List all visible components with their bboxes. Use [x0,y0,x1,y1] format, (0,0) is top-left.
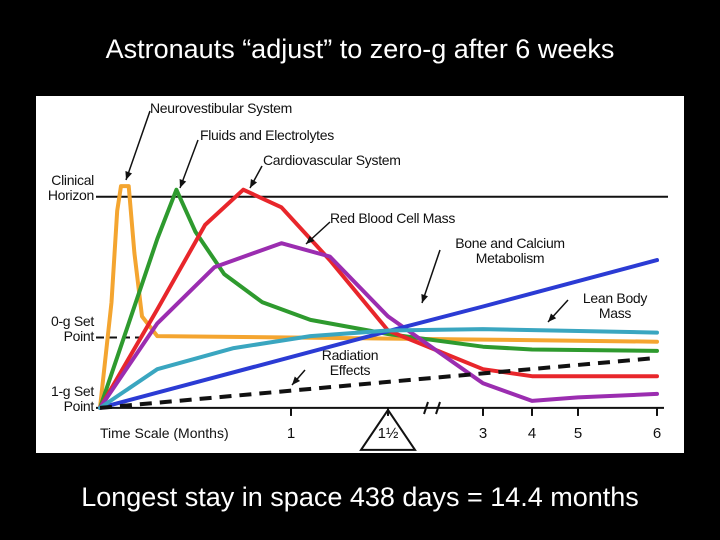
series-label: Radiation Effects [321,347,379,378]
series-label: Bone and Calcium Metabolism [455,235,565,266]
y-tick-label: Clinical Horizon [47,171,94,203]
slide-footnote: Longest stay in space 438 days = 14.4 mo… [81,482,639,512]
slide-title: Astronauts “adjust” to zero-g after 6 we… [105,34,615,64]
tick-triangle [359,408,417,451]
x-tick-label: 4 [528,425,536,442]
arrow-head [306,235,315,244]
arrow-head [250,179,258,188]
series-label: Neurovestibular System [150,100,293,116]
series-line [98,241,659,410]
arrow-head [548,313,557,322]
x-tick-label: 3 [479,425,487,442]
arrow-head [292,376,301,385]
x-tick-label: 5 [574,425,582,442]
series-label: Lean Body Mass [582,290,648,321]
series-label: Cardiovascular System [263,152,401,168]
arrow-head [125,171,133,180]
label-arrow [179,139,199,189]
series-line [98,187,659,410]
axis-break [435,401,441,415]
label-arrow [421,249,441,304]
y-tick-label: 1-g Set Point [50,382,94,414]
series-label: Red Blood Cell Mass [330,210,456,226]
label-arrow [125,110,151,181]
series-label: Fluids and Electrolytes [200,127,334,143]
y-tick-label: 0-g Set Point [50,312,94,344]
x-tick-label: 1½ [378,425,399,442]
series-line [98,327,659,410]
x-tick-label: 1 [287,425,295,442]
series-line [98,258,659,410]
axis-break [423,401,429,415]
x-tick-label: 6 [653,425,661,442]
x-axis-label: Time Scale (Months) [100,425,229,441]
arrow-head [179,179,187,188]
arrow-head [421,294,428,303]
series-line [99,355,658,410]
